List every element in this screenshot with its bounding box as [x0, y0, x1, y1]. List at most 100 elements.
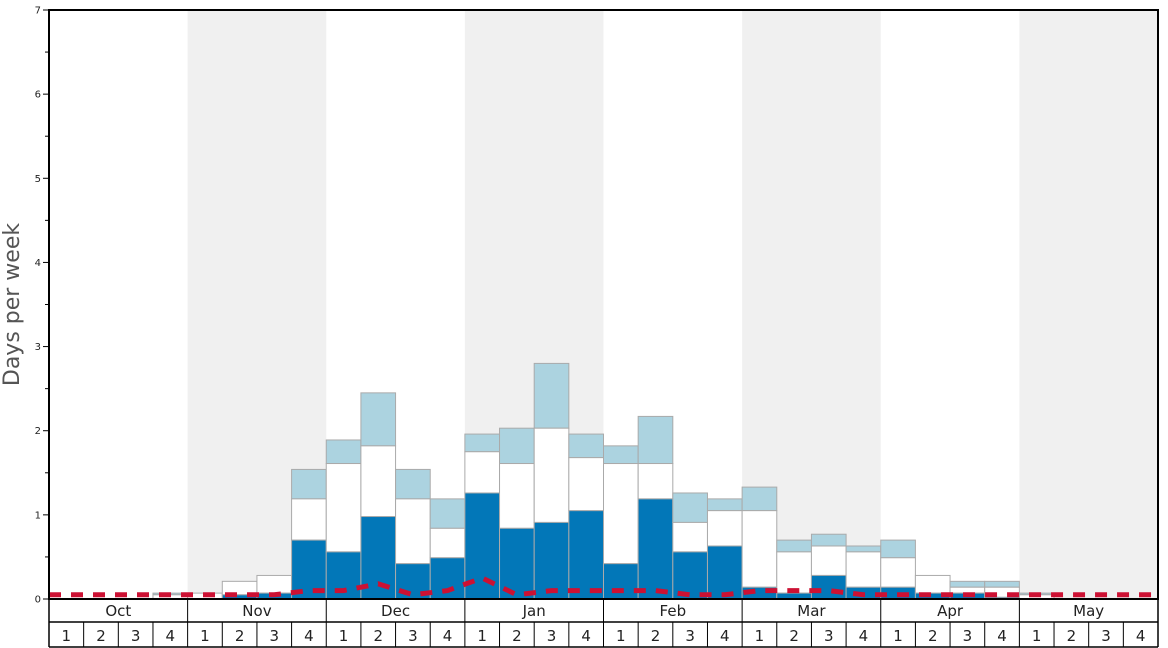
y-tick-label: 5 [35, 174, 41, 185]
week-label: 3 [1101, 627, 1111, 645]
y-tick-label: 6 [35, 90, 41, 101]
bar-segment-dark [603, 563, 639, 600]
week-label: 1 [477, 627, 487, 645]
bar-group [637, 415, 674, 600]
week-label: 2 [928, 627, 938, 645]
week-label: 3 [269, 627, 279, 645]
bar-segment-light [949, 580, 986, 588]
bar-segment-white [914, 574, 951, 594]
bar-segment-white [810, 545, 847, 576]
bar-segment-dark [499, 527, 535, 600]
bar-segment-white [464, 451, 501, 494]
bar-segment-light [533, 362, 570, 429]
bar-segment-white [395, 498, 431, 565]
x-axis-table: Oct Nov Dec Jan Feb Mar Apr May 1 2 3 4 1 2 3 4 1 2 3 4 1 2 3 4… [48, 599, 1159, 648]
bar-segment-white [291, 498, 327, 541]
week-label: 1 [1032, 627, 1042, 645]
bar-segment-white [499, 463, 535, 529]
month-label: Feb [660, 602, 687, 620]
month-label: May [1073, 602, 1104, 620]
week-label: 4 [720, 627, 730, 645]
y-tick-label: 0 [35, 595, 41, 606]
bar-segment-light [880, 539, 916, 559]
bar-segment-white [256, 574, 293, 594]
bar-segment-white [637, 463, 674, 500]
bar-segment-light [706, 498, 743, 512]
week-label: 4 [443, 627, 453, 645]
bar-segment-white [429, 527, 466, 559]
bar-segment-light [637, 415, 674, 465]
bar-segment-white [880, 557, 916, 588]
bar-segment-dark [568, 510, 604, 600]
month-label: Nov [242, 602, 271, 620]
y-axis: 0 1 2 3 4 5 6 7 [35, 6, 49, 606]
bar-segment-light [499, 427, 535, 465]
bar-segment-light [603, 445, 639, 465]
bar-group [810, 533, 847, 600]
week-label: 4 [1136, 627, 1146, 645]
week-label: 3 [685, 627, 695, 645]
bar-segment-white [845, 551, 882, 588]
week-label: 4 [166, 627, 176, 645]
bar-segment-dark [810, 574, 847, 600]
bar-group [429, 498, 466, 600]
bar-group [395, 468, 431, 600]
month-label: Jan [522, 602, 546, 620]
bar-segment-light [776, 539, 812, 553]
week-label: 3 [131, 627, 141, 645]
bar-segment-white [672, 521, 708, 553]
bar-segment-dark [637, 498, 674, 600]
y-tick-label: 2 [35, 426, 41, 437]
bar-group [499, 427, 535, 600]
bar-segment-white [603, 463, 639, 565]
week-label: 3 [824, 627, 834, 645]
bar-group [741, 486, 778, 600]
week-label: 1 [339, 627, 349, 645]
week-label: 4 [304, 627, 314, 645]
bar-segment-white [360, 445, 397, 518]
week-label: 2 [512, 627, 522, 645]
bar-segment-light [464, 433, 501, 453]
y-tick-label: 7 [35, 6, 41, 17]
bar-segment-light [360, 392, 397, 447]
bar-group [533, 362, 570, 600]
bar-group [845, 545, 882, 600]
bar-segment-light [325, 439, 362, 465]
bar-group [776, 539, 812, 600]
bar-segment-light [672, 492, 708, 523]
week-label: 3 [547, 627, 557, 645]
bar-group [291, 468, 327, 600]
week-label: 2 [235, 627, 245, 645]
month-label: Oct [105, 602, 131, 620]
plot-frame [48, 9, 1159, 600]
bar-group [464, 433, 501, 600]
bar-group [603, 445, 639, 600]
y-axis-title: Days per week [0, 223, 25, 386]
week-label: 1 [893, 627, 903, 645]
bar-segment-light [429, 498, 466, 529]
month-shade-may [1019, 10, 1158, 599]
y-tick-label: 4 [35, 258, 41, 269]
bar-group [360, 392, 397, 600]
week-label: 4 [859, 627, 869, 645]
bar-segment-light [845, 545, 882, 553]
bar-group [706, 498, 743, 600]
bars [152, 362, 1055, 600]
y-tick-label: 1 [35, 510, 41, 521]
bar-segment-white [949, 586, 986, 594]
bar-segment-white [568, 457, 604, 512]
month-label: Mar [797, 602, 826, 620]
bar-segment-white [533, 427, 570, 523]
week-label: 2 [789, 627, 799, 645]
week-label: 3 [408, 627, 418, 645]
bar-group [325, 439, 362, 600]
week-label: 1 [62, 627, 72, 645]
week-label: 1 [200, 627, 210, 645]
bar-segment-white [325, 463, 362, 553]
bar-segment-white [741, 510, 778, 588]
month-shading [187, 10, 1158, 599]
week-label: 2 [373, 627, 383, 645]
bar-group [672, 492, 708, 600]
month-label: Dec [381, 602, 410, 620]
week-label: 1 [755, 627, 765, 645]
